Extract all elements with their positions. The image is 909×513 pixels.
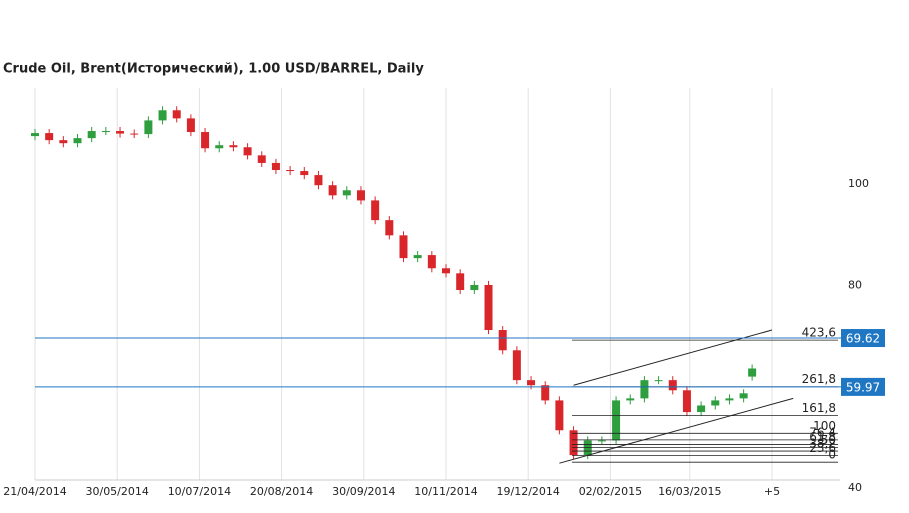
fib-label: 38,2	[809, 437, 836, 451]
price-label: 59.97	[846, 380, 880, 394]
candle-body	[555, 400, 564, 431]
candle-body	[201, 132, 210, 149]
candle-body	[725, 398, 734, 401]
candle-body	[682, 390, 691, 413]
candle-body	[470, 284, 479, 291]
candle-body	[215, 145, 224, 149]
candle-body	[597, 440, 606, 442]
x-tick-label: 30/05/2014	[85, 485, 148, 498]
fib-label: 100	[813, 419, 836, 433]
fib-label: 423,6	[802, 326, 836, 340]
candle-body	[87, 131, 96, 139]
candle-body	[356, 190, 365, 201]
x-tick-label: 19/12/2014	[497, 485, 560, 498]
candle-body	[300, 171, 309, 176]
candle-body	[484, 284, 493, 331]
candle-body	[498, 330, 507, 351]
fib-label: 261,8	[802, 372, 836, 386]
x-tick-label: 30/09/2014	[332, 485, 395, 498]
y-tick-label: 40	[848, 481, 862, 494]
fib-label: 161,8	[802, 401, 836, 415]
candle-body	[73, 138, 82, 144]
candle-body	[626, 398, 635, 401]
candle-body	[612, 400, 621, 441]
candle-body	[328, 185, 337, 196]
candle-body	[286, 170, 295, 172]
candle-body	[31, 133, 39, 137]
x-tick-label: 10/07/2014	[168, 485, 231, 498]
candle-body	[229, 145, 238, 148]
candle-body	[527, 380, 536, 386]
trend-line	[573, 329, 773, 386]
price-label-box	[841, 329, 885, 348]
candle-body	[640, 380, 649, 399]
candle-body	[442, 268, 451, 274]
candle-body	[399, 235, 408, 259]
fib-label: 76,4	[809, 425, 836, 439]
candle-body	[130, 133, 139, 135]
candle-body	[456, 273, 465, 291]
candle-body	[569, 430, 578, 456]
candle-body	[512, 350, 521, 381]
x-tick-label: 20/08/2014	[250, 485, 313, 498]
candle-body	[116, 131, 125, 134]
fib-label: 0	[828, 448, 836, 462]
candle-body	[371, 200, 380, 221]
candle-body	[541, 385, 550, 401]
candle-body	[243, 147, 252, 156]
price-label: 69.62	[846, 332, 880, 346]
candle-body	[101, 131, 110, 133]
x-tick-label: +5	[764, 485, 780, 498]
candle-body	[342, 190, 351, 196]
chart-title: Crude Oil, Brent(Исторический), 1.00 USD…	[3, 62, 424, 77]
candle-body	[144, 120, 153, 135]
candle-body	[739, 393, 748, 399]
candle-body	[385, 220, 394, 236]
price-label-box	[841, 377, 885, 396]
candle-body	[748, 368, 757, 377]
fib-label: 61,8	[809, 430, 836, 444]
candle-body	[257, 155, 266, 163]
candle-body	[668, 380, 677, 391]
candle-body	[158, 110, 167, 121]
candle-body	[59, 140, 68, 144]
y-tick-label: 100	[848, 177, 869, 190]
x-tick-label: 16/03/2015	[658, 485, 721, 498]
candle-body	[711, 400, 720, 406]
x-tick-label: 10/11/2014	[414, 485, 477, 498]
candle-body	[697, 405, 706, 413]
candle-body	[413, 255, 422, 259]
candle-body	[172, 110, 181, 119]
x-tick-label: 21/04/2014	[3, 485, 66, 498]
candle-body	[45, 133, 54, 141]
fib-label: 23,6	[809, 441, 836, 455]
y-tick-label: 80	[848, 278, 862, 291]
x-tick-label: 02/02/2015	[579, 485, 642, 498]
candle-body	[186, 118, 195, 133]
trend-line	[559, 397, 794, 464]
candle-body	[654, 380, 663, 382]
candle-body	[314, 175, 323, 186]
fib-label: 50	[821, 433, 836, 447]
candle-body	[271, 162, 280, 171]
candle-body	[427, 255, 436, 269]
